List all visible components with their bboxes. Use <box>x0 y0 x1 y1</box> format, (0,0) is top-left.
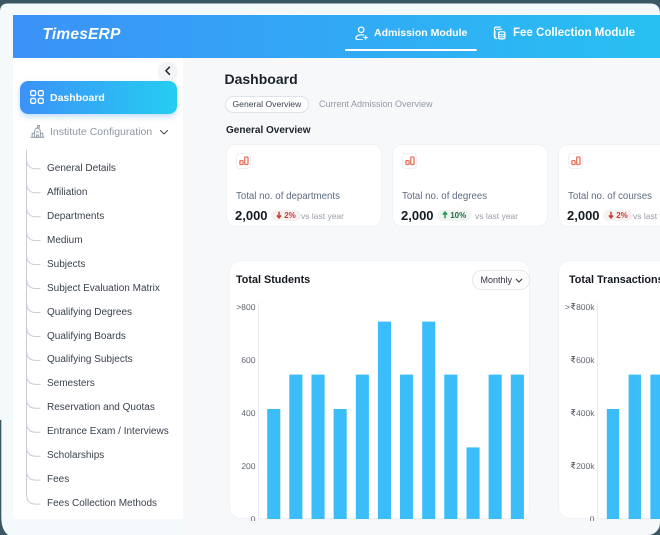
svg-text:200k: 200k <box>576 461 595 471</box>
svg-text:600: 600 <box>241 355 255 365</box>
svg-text:0: 0 <box>590 514 595 521</box>
svg-text:400: 400 <box>241 408 255 418</box>
svg-text:800k: 800k <box>576 302 595 312</box>
svg-text:400k: 400k <box>576 408 595 418</box>
svg-text:>: > <box>565 302 570 312</box>
svg-text:>800: >800 <box>236 302 255 312</box>
svg-text:0: 0 <box>250 514 255 521</box>
svg-text:200: 200 <box>241 461 255 471</box>
svg-text:600k: 600k <box>576 355 595 365</box>
